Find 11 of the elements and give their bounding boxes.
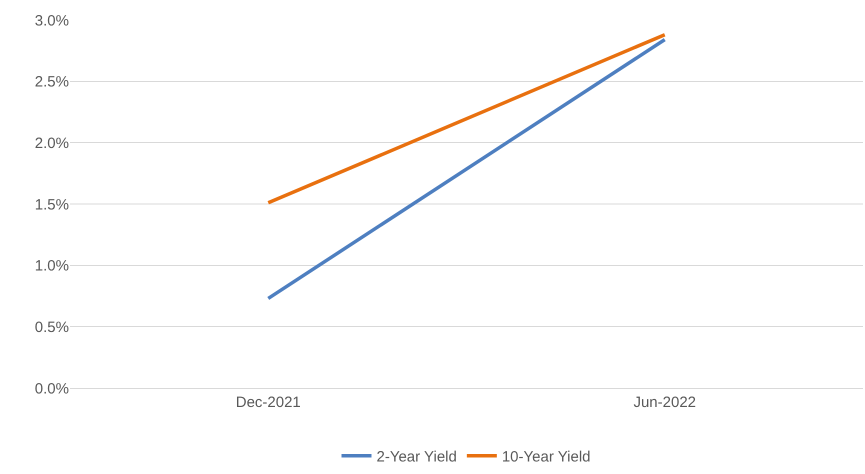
y-tick-label: 3.0%	[34, 12, 69, 30]
y-tick-label: 1.0%	[34, 258, 69, 275]
legend-label: 10-Year Yield	[502, 448, 591, 466]
y-tick-label: 0.5%	[34, 318, 69, 336]
legend-label: 2-Year Yield	[376, 448, 457, 466]
y-tick-label: 2.0%	[34, 134, 69, 152]
y-tick-label: 2.5%	[34, 74, 69, 91]
y-tick-label: 0.0%	[34, 380, 69, 398]
y-tick-label: 1.5%	[34, 196, 69, 214]
x-tick-label: Jun-2022	[633, 394, 696, 411]
x-tick-label: Dec-2021	[236, 394, 301, 411]
